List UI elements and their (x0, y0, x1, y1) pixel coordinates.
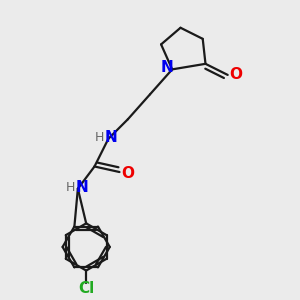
Text: H: H (66, 181, 76, 194)
Text: H: H (95, 131, 104, 144)
Text: N: N (105, 130, 118, 145)
Text: Cl: Cl (78, 281, 94, 296)
Text: O: O (121, 166, 134, 181)
Text: N: N (161, 61, 174, 76)
Text: O: O (230, 68, 242, 82)
Text: N: N (76, 180, 88, 195)
